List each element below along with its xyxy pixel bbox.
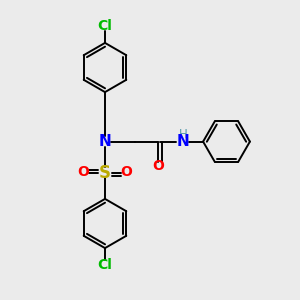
Text: O: O — [121, 166, 133, 179]
Text: H: H — [178, 128, 188, 142]
Text: N: N — [177, 134, 189, 149]
Text: Cl: Cl — [98, 20, 112, 33]
Text: S: S — [99, 164, 111, 181]
Text: Cl: Cl — [98, 258, 112, 272]
Text: O: O — [77, 166, 89, 179]
Text: O: O — [152, 160, 164, 173]
Text: N: N — [99, 134, 111, 149]
